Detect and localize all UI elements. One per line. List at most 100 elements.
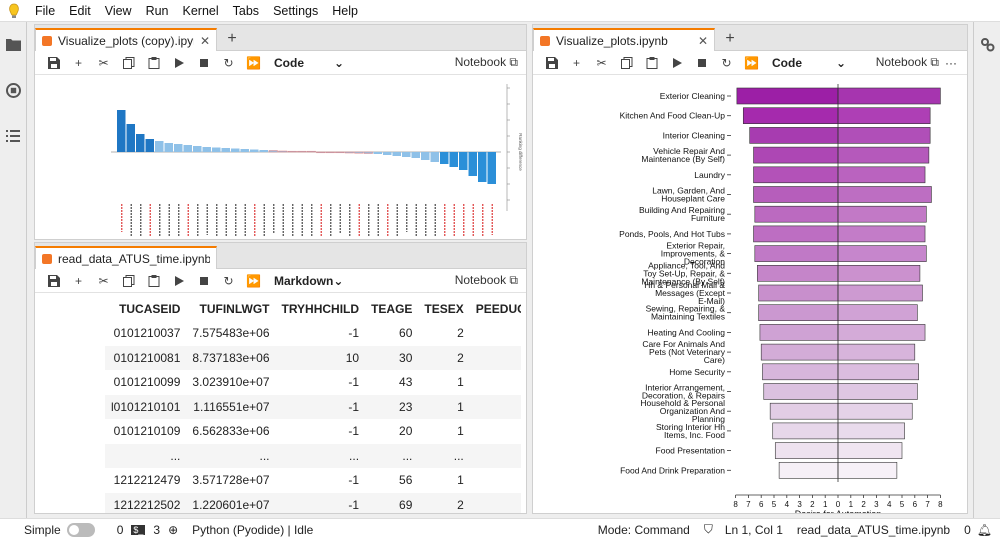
- add-tab-icon[interactable]: +: [725, 30, 735, 47]
- x-tick-label: 7: [925, 500, 930, 509]
- bar-left: [753, 166, 839, 184]
- cell-type-select[interactable]: Code ⌄: [274, 56, 344, 70]
- tab-visualize-plots[interactable]: Visualize_plots.ipynb ✕: [533, 28, 715, 52]
- menu-file[interactable]: File: [35, 3, 56, 18]
- property-inspector-gears-icon[interactable]: [980, 37, 995, 55]
- x-tick-label: 8: [938, 500, 943, 509]
- desire-for-automation-chart: Exterior Cleaning Kitchen And Food Clean-…: [619, 84, 943, 513]
- cut-icon[interactable]: ✂: [596, 55, 607, 70]
- ranking-bar: [421, 152, 430, 160]
- table-cell: 20: [399, 424, 413, 439]
- table-cell: 39: [470, 370, 521, 395]
- insert-cell-icon[interactable]: +: [74, 55, 82, 70]
- ranking-bar: [202, 147, 211, 152]
- stop-icon[interactable]: [689, 57, 714, 69]
- add-tab-icon[interactable]: +: [227, 30, 237, 47]
- kernels-count[interactable]: 3: [153, 522, 161, 537]
- bar-right: [837, 107, 931, 125]
- cell-type-select[interactable]: Markdown ⌄: [274, 273, 343, 288]
- ranking-bar: [250, 149, 259, 152]
- table-cell: 1: [457, 473, 464, 488]
- copy-icon[interactable]: [116, 274, 141, 287]
- kernel-name[interactable]: Notebook ⧉: [876, 55, 939, 70]
- category-label: Storing Interior Hh Items, Inc. Food: [656, 422, 725, 440]
- table-cell: -1: [275, 492, 366, 513]
- x-tick-label: 0: [836, 500, 841, 509]
- category-label: Interior Cleaning: [663, 130, 726, 140]
- insert-cell-icon[interactable]: +: [74, 273, 82, 288]
- bar-left: [736, 87, 839, 105]
- fast-forward-icon[interactable]: ⏩: [246, 273, 261, 288]
- stop-icon[interactable]: [191, 57, 216, 69]
- more-options-icon[interactable]: ···: [945, 55, 957, 70]
- menu-view[interactable]: View: [104, 3, 132, 18]
- menu-settings[interactable]: Settings: [273, 3, 319, 18]
- running-sessions-icon[interactable]: [6, 83, 21, 101]
- kernel-name[interactable]: Notebook ⧉: [455, 273, 518, 288]
- fast-forward-icon[interactable]: ⏩: [744, 55, 759, 70]
- copy-icon[interactable]: [614, 56, 639, 69]
- ranking-bar: [136, 134, 145, 152]
- paste-icon[interactable]: [141, 56, 166, 69]
- ranking-bar: [402, 152, 411, 157]
- close-icon[interactable]: ✕: [199, 34, 210, 48]
- close-icon[interactable]: ✕: [697, 34, 708, 48]
- menu-run[interactable]: Run: [145, 3, 169, 18]
- kernel-name[interactable]: Notebook ⧉: [455, 55, 518, 70]
- category-label: Laundry: [694, 170, 725, 180]
- shield-icon: ⛉: [703, 522, 713, 536]
- bar-right: [837, 186, 932, 203]
- save-icon[interactable]: [539, 56, 564, 69]
- paste-icon[interactable]: [141, 274, 166, 287]
- bell-icon[interactable]: 🔔︎: [976, 522, 992, 537]
- table-cell: 43: [469, 394, 521, 419]
- column-header: TUFINLWGT: [199, 302, 270, 316]
- notifications-count[interactable]: 0: [964, 522, 971, 537]
- table-cell: 43: [399, 375, 413, 390]
- menu-edit[interactable]: Edit: [69, 3, 91, 18]
- table-of-contents-icon[interactable]: [6, 130, 20, 145]
- table-cell: 0101210081: [105, 345, 187, 370]
- bar-left: [769, 402, 839, 420]
- cell-type-value: Markdown: [274, 273, 334, 288]
- x-tick-label: 2: [861, 500, 866, 509]
- fast-forward-icon[interactable]: ⏩: [246, 55, 261, 70]
- ranking-bar: [117, 110, 126, 152]
- cut-icon[interactable]: ✂: [98, 55, 109, 70]
- x-tick-label: 7: [746, 500, 751, 509]
- menu-tabs[interactable]: Tabs: [232, 3, 260, 18]
- table-cell: 42: [469, 345, 521, 370]
- bar-right: [837, 343, 916, 361]
- menu-help[interactable]: Help: [332, 3, 358, 18]
- table-cell: 1: [457, 375, 464, 390]
- table-cell: -1: [348, 473, 360, 488]
- copy-icon[interactable]: [116, 56, 141, 69]
- terminals-count[interactable]: 0: [116, 522, 124, 537]
- notebook-icon: [540, 36, 550, 46]
- save-icon[interactable]: [41, 274, 66, 287]
- table-row: 1212212479 3.571728e+07 -1 56 1 43: [105, 468, 521, 493]
- external-link-icon: ⧉: [509, 273, 518, 287]
- bar-right: [837, 245, 927, 262]
- cursor-position[interactable]: Ln 1, Col 1: [724, 522, 783, 537]
- tab-read-data-atus[interactable]: read_data_ATUS_time.ipynb: [35, 246, 217, 270]
- kernel-status[interactable]: Python (Pyodide) | Idle: [192, 522, 314, 537]
- stop-icon[interactable]: [191, 275, 216, 287]
- tab-visualize-plots-copy[interactable]: Visualize_plots (copy).ipynb ✕: [35, 28, 217, 52]
- simple-mode-toggle[interactable]: [66, 522, 95, 537]
- restart-icon[interactable]: ↻: [721, 55, 732, 70]
- chevron-down-icon: ⌄: [333, 55, 344, 70]
- menu-kernel[interactable]: Kernel: [182, 3, 219, 18]
- restart-icon[interactable]: ↻: [223, 273, 234, 288]
- table-cell: 3.023910e+07: [192, 375, 270, 390]
- cut-icon[interactable]: ✂: [98, 273, 109, 288]
- insert-cell-icon[interactable]: +: [572, 55, 580, 70]
- paste-icon[interactable]: [639, 56, 664, 69]
- cell-type-select[interactable]: Code ⌄: [772, 56, 846, 70]
- save-icon[interactable]: [41, 56, 66, 69]
- restart-icon[interactable]: ↻: [223, 55, 234, 70]
- run-icon[interactable]: [664, 57, 689, 69]
- run-icon[interactable]: [166, 275, 191, 287]
- run-icon[interactable]: [166, 57, 191, 69]
- folder-icon[interactable]: [6, 38, 21, 54]
